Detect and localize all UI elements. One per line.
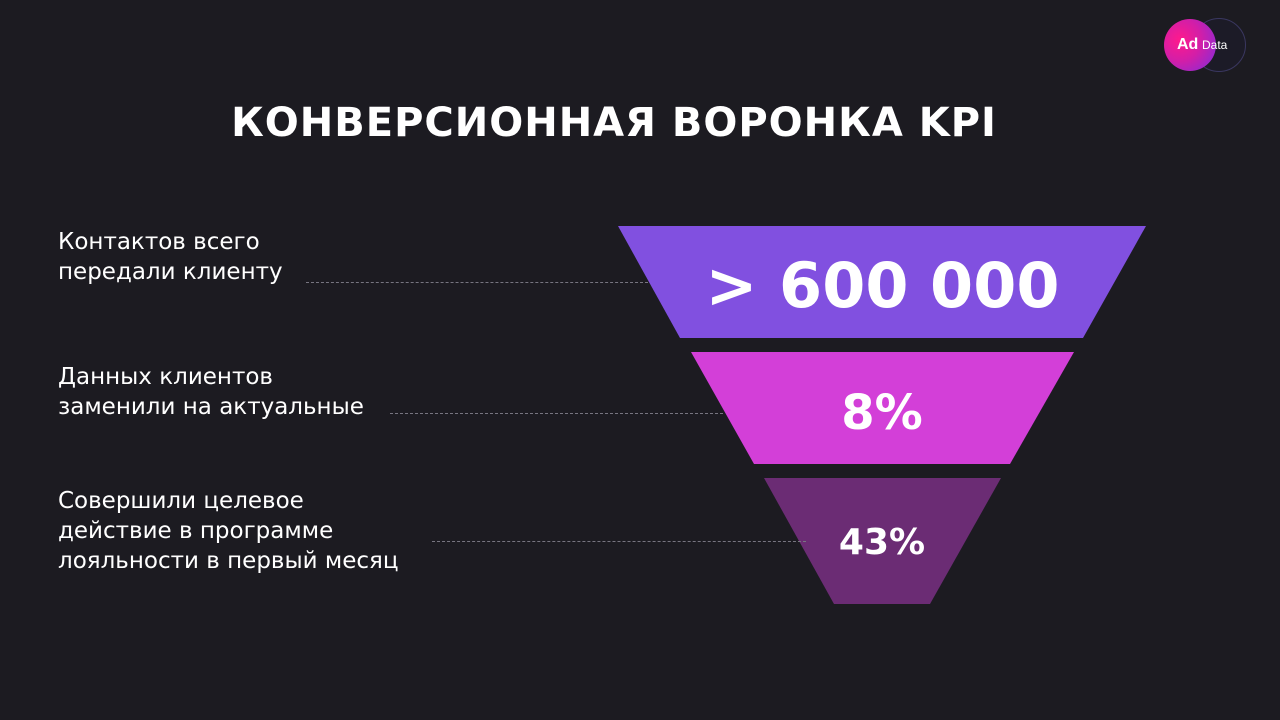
stage-label-updated-data: Данных клиентов заменили на актуальные (58, 364, 364, 420)
logo-text-ad: Ad (1177, 36, 1199, 53)
logo-disc-icon (1164, 19, 1216, 71)
page-title: КОНВЕРСИОННАЯ ВОРОНКА KPI (231, 100, 997, 146)
funnel-segment-contacts (618, 226, 1146, 338)
leader-line-updated-data (390, 413, 723, 414)
addata-logo: Ad Data (1164, 17, 1248, 73)
leader-line-contacts (306, 282, 648, 283)
stage-value-contacts: > 600 000 (705, 249, 1060, 322)
stage-label-target-action: Совершили целевое действие в программе л… (58, 488, 399, 574)
stage-value-updated-data: 8% (841, 385, 923, 441)
funnel-segment-updated-data (691, 352, 1074, 464)
stage-label-contacts: Контактов всего передали клиенту (58, 229, 283, 285)
leader-line-target-action (432, 541, 806, 542)
stage-value-target-action: 43% (838, 522, 926, 563)
logo-text-data: Data (1202, 38, 1228, 52)
funnel-segment-target-action (764, 478, 1001, 604)
